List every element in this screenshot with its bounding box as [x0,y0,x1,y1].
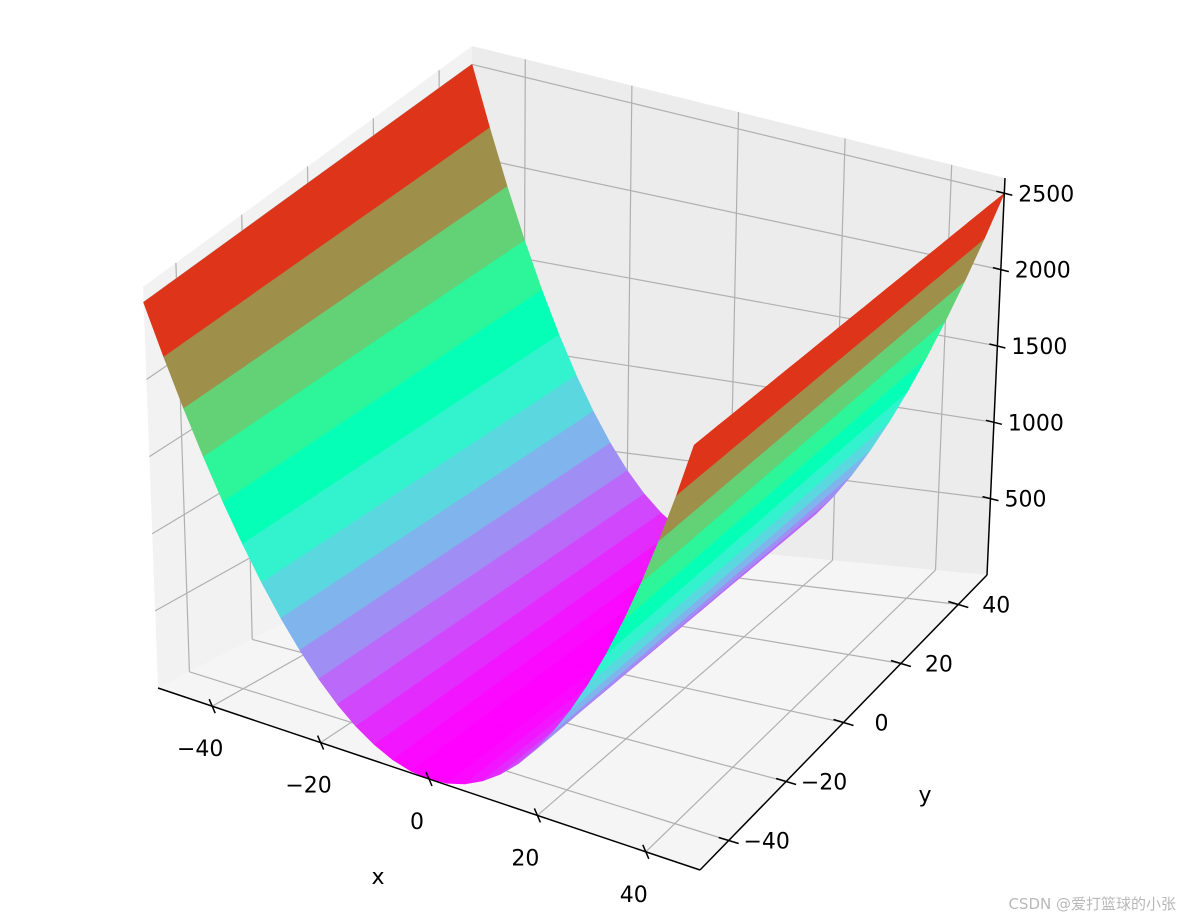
grid-line-x-back [934,164,953,571]
z-tick [989,343,1006,349]
z-tick-label: 500 [1005,488,1047,513]
y-tick-label: 0 [875,712,889,737]
y-tick-label: −40 [743,830,789,855]
x-tick-label: −20 [285,774,331,799]
axis-labels: x y [371,783,931,890]
x-tick-label: −40 [177,737,223,762]
surface-mesh [143,64,1005,785]
y-tick-label: 40 [982,594,1010,619]
y-tick [948,600,969,609]
surface-patch [676,434,707,496]
axis-ticks: −40 −20 0 20 40 −40 −20 0 20 40 500 1000 1500 2000 250… [177,182,1074,908]
grid-line-z-back [471,156,1001,271]
z-tick-label: 1000 [1008,411,1064,436]
watermark: CSDN @爱打篮球的小张 [1008,895,1176,913]
y-tick [718,836,739,845]
z-tick [996,190,1013,196]
x-tick-label: 0 [410,810,424,835]
grid-line-z-back [471,63,1005,194]
x-tick-label: 40 [620,883,648,908]
z-tick-label: 1500 [1011,335,1067,360]
x-axis-label: x [371,865,384,890]
y-tick [775,777,797,786]
x-tick [425,771,433,787]
x-tick [642,844,650,860]
y-tick-label: 20 [925,653,953,678]
z-tick-label: 2000 [1015,259,1071,284]
x-tick [533,808,542,823]
x-tick [208,698,216,714]
z-tick [985,419,1003,426]
x-tick [316,735,325,750]
y-axis-label: y [918,783,931,808]
y-tick-label: −20 [801,771,847,796]
z-tick [982,495,999,502]
z-tick-label: 2500 [1018,182,1074,207]
z-tick [992,266,1010,273]
grid-line-x-back [625,85,633,541]
y-tick [890,659,912,668]
y-tick [833,718,854,727]
z-axis-line [986,177,1006,576]
x-tick-label: 20 [511,846,539,871]
